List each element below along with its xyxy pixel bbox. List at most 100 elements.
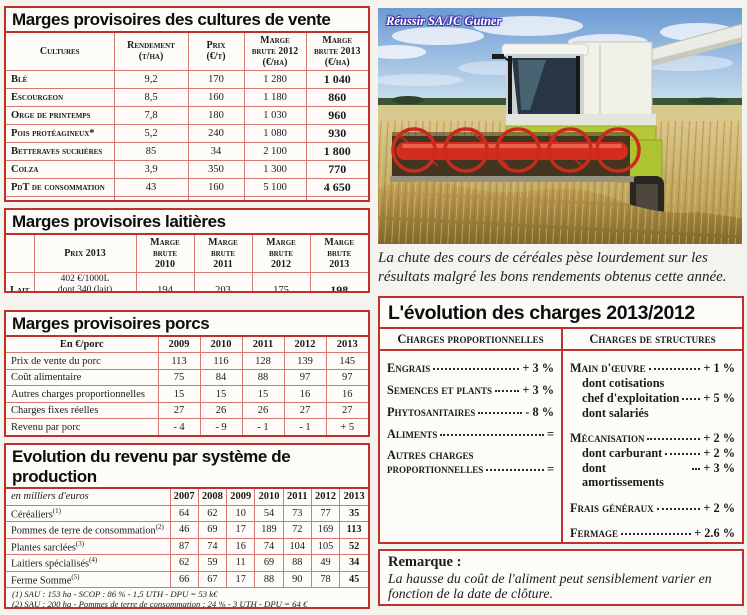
column-header: 2009 <box>226 488 256 506</box>
table-row: Autres charges proportionnelles 15 15 15 16 1… <box>6 385 368 403</box>
row-label: Ferme Somme(5) <box>6 570 171 588</box>
charge-item: dont amortissements + 3 % <box>570 461 735 490</box>
column-header: Marge brute 2013 <box>309 234 368 274</box>
charge-item: Main d'œuvre + 1 % <box>570 362 735 376</box>
charge-value: + 2 % <box>703 500 735 515</box>
dairy-margins-section: Marges provisoires laitières Prix 2013 Ma… <box>4 208 370 293</box>
charge-item: proportionnelles = <box>387 462 554 477</box>
value-cell: 930 <box>305 124 368 144</box>
column-header: 2013 <box>325 336 368 354</box>
column-header: 2009 <box>157 336 201 354</box>
value-cell: 27 <box>283 401 327 420</box>
row-label: Orge de printemps <box>6 106 115 126</box>
charge-item: Aliments = <box>387 426 554 442</box>
table-row: Pommes de terre de consommation(2) 46 69 17… <box>6 521 368 539</box>
value-cell: 770 <box>305 160 368 180</box>
value-cell: 49 <box>310 554 341 572</box>
charge-item: Mécanisation + 2 % <box>570 432 735 446</box>
value-cell: 62 <box>197 504 228 523</box>
income-section-title: Evolution du revenu par système de produ… <box>6 445 368 490</box>
charges-columns: Charges proportionnelles Engrais + 3 % Sem… <box>380 329 742 542</box>
value-cell: 1 180 <box>243 88 307 108</box>
charge-label: Fermage <box>570 526 619 541</box>
table-row: Prix de vente du porc 113 116 128 139 145 <box>6 352 368 370</box>
dotted-leader <box>648 368 701 371</box>
value-cell: 10 <box>226 504 256 523</box>
value-cell: 35 <box>339 504 368 523</box>
value-cell: 203 <box>193 272 253 291</box>
value-cell: 116 <box>199 352 243 370</box>
row-label: Coût alimentaire <box>6 368 159 387</box>
cultures-section-title: Marges provisoires des cultures de vente <box>6 8 368 33</box>
value-cell: 16 <box>283 385 327 403</box>
row-label: PdT de fécule <box>6 196 115 200</box>
column-header: 2011 <box>241 336 285 354</box>
charge-value: + 2.6 % <box>694 526 735 541</box>
value-cell: 97 <box>283 368 327 387</box>
charges-evolution-section: L'évolution des charges 2013/2012 Charge… <box>378 296 744 544</box>
value-cell: 5 100 <box>243 178 307 198</box>
dairy-table: Prix 2013 Marge brute 2010 Marge brute 201… <box>6 234 368 291</box>
income-evolution-table: en milliers d'euros 2007 2008 2009 2010 2011 2… <box>6 488 368 588</box>
value-cell: 4 650 <box>305 178 368 198</box>
value-cell: 88 <box>282 554 312 572</box>
column-header: Marge brute 2010 <box>135 234 195 274</box>
table-row: Escourgeon 8,5 160 1 180 860 <box>6 88 368 108</box>
charge-label: chef d'exploitation <box>582 390 680 405</box>
charge-label: Aliments <box>387 426 438 441</box>
value-cell: 34 <box>187 142 245 162</box>
charge-item: Fermage + 2.6 % <box>570 527 735 541</box>
value-cell: 69 <box>254 554 284 572</box>
value-cell: 175 <box>251 272 311 291</box>
charge-value: = <box>546 426 554 441</box>
pig-margins-section: Marges provisoires porcs En €/porc 2009 20… <box>4 310 370 437</box>
charge-label: dont salariés <box>582 405 649 420</box>
value-cell: - 9 <box>199 418 243 435</box>
charge-label: dont cotisations <box>582 376 665 391</box>
table-row: Colza 3,9 350 1 300 770 <box>6 160 368 180</box>
value-cell: 105 <box>310 537 341 556</box>
value-cell: 2 100 <box>243 142 307 162</box>
table-row: Coût alimentaire 75 84 88 97 97 <box>6 368 368 387</box>
charge-value: + 3 % <box>703 461 735 476</box>
value-cell: 145 <box>325 352 368 370</box>
charge-value: + 2 % <box>703 431 735 446</box>
row-label: Revenu par porc <box>6 418 159 435</box>
dotted-leader <box>665 453 701 456</box>
column-header: 2012 <box>310 488 341 506</box>
value-cell: 88 <box>241 368 285 387</box>
value-cell: 160 <box>187 88 245 108</box>
charge-label: proportionnelles <box>387 462 484 477</box>
value-cell: 15 <box>241 385 285 403</box>
value-cell: 1 280 <box>243 70 307 90</box>
column-header: Prix (€/t) <box>187 32 245 72</box>
charge-value: = <box>546 462 554 477</box>
charge-item: dont carburant + 2 % <box>570 446 735 461</box>
charge-label: Main d'œuvre <box>570 361 646 376</box>
column-header: en milliers d'euros <box>6 488 171 506</box>
row-label: Laitiers spécialisés(4) <box>6 554 171 572</box>
charge-item: Frais généraux + 2 % <box>570 500 735 516</box>
row-label: Charges fixes réelles <box>6 401 159 420</box>
value-cell: 73 <box>282 504 312 523</box>
table-row: Charges fixes réelles 27 26 26 27 27 <box>6 401 368 420</box>
charge-label: dont amortissements <box>582 461 664 489</box>
value-cell: 1 030 <box>243 106 307 126</box>
column-header: 2013 <box>339 488 368 506</box>
header-row: en milliers d'euros 2007 2008 2009 2010 2011 2… <box>6 488 368 506</box>
value-cell: 16 <box>226 537 256 556</box>
photo-credit: Réussir SA/JC Gutner <box>386 14 502 28</box>
charge-value: + 3 % <box>522 383 554 398</box>
table-row: Blé 9,2 170 1 280 1 040 <box>6 70 368 90</box>
dotted-leader <box>495 390 520 393</box>
value-cell: 860 <box>305 88 368 108</box>
column-header: 2011 <box>282 488 312 506</box>
value-cell: 1 800 <box>305 142 368 162</box>
footnote-line: (2) SAU : 200 ha - Pommes de terre de co… <box>12 598 308 609</box>
table-row: Laitiers spécialisés(4) 62 59 11 69 88 49 34 <box>6 554 368 572</box>
value-cell: 7,8 <box>113 106 189 126</box>
income-footnotes: (1) SAU : 153 ha - SCOP : 86 % - 1,5 UTH… <box>6 586 368 609</box>
value-cell: 170 <box>187 70 245 90</box>
value-cell: 16 <box>325 385 368 403</box>
